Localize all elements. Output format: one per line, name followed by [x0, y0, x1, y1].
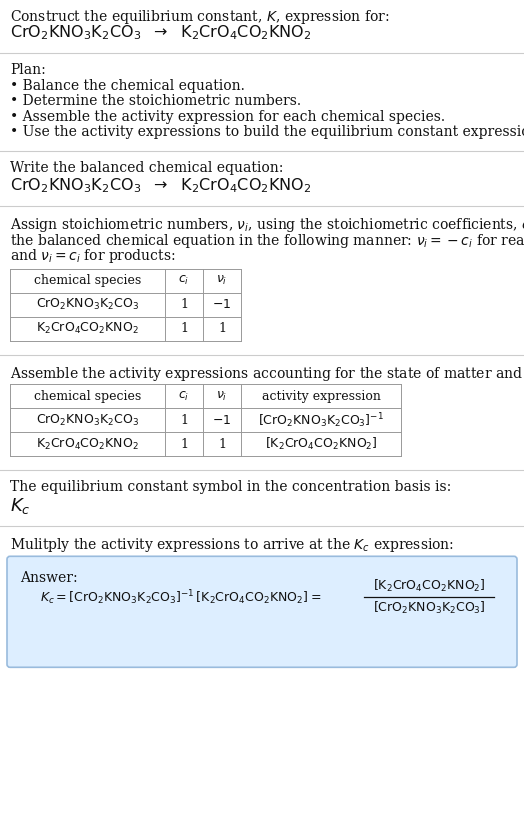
Text: Plan:: Plan: [10, 64, 46, 78]
Text: $[\mathrm{CrO_2KNO_3K_2CO_3}]$: $[\mathrm{CrO_2KNO_3K_2CO_3}]$ [373, 601, 485, 616]
Text: • Assemble the activity expression for each chemical species.: • Assemble the activity expression for e… [10, 110, 445, 124]
Text: $K_c$: $K_c$ [10, 496, 30, 516]
Text: 1: 1 [218, 322, 226, 335]
Text: The equilibrium constant symbol in the concentration basis is:: The equilibrium constant symbol in the c… [10, 480, 451, 494]
Text: $[\mathrm{CrO_2KNO_3K_2CO_3}]^{-1}$: $[\mathrm{CrO_2KNO_3K_2CO_3}]^{-1}$ [258, 411, 384, 430]
Text: $K_c = [\mathrm{CrO_2KNO_3K_2CO_3}]^{-1}\,[\mathrm{K_2CrO_4CO_2KNO_2}] = $: $K_c = [\mathrm{CrO_2KNO_3K_2CO_3}]^{-1}… [40, 588, 321, 606]
Text: $\nu_i$: $\nu_i$ [216, 274, 228, 287]
Text: and $\nu_i = c_i$ for products:: and $\nu_i = c_i$ for products: [10, 248, 176, 265]
Text: 1: 1 [180, 322, 188, 335]
Text: • Use the activity expressions to build the equilibrium constant expression.: • Use the activity expressions to build … [10, 125, 524, 139]
Text: Write the balanced chemical equation:: Write the balanced chemical equation: [10, 161, 283, 175]
Text: $-1$: $-1$ [212, 298, 232, 311]
Text: $[\mathrm{K_2CrO_4CO_2KNO_2}]$: $[\mathrm{K_2CrO_4CO_2KNO_2}]$ [373, 578, 485, 594]
Text: $[\mathrm{K_2CrO_4CO_2KNO_2}]$: $[\mathrm{K_2CrO_4CO_2KNO_2}]$ [265, 436, 377, 452]
Text: Assign stoichiometric numbers, $\nu_i$, using the stoichiometric coefficients, $: Assign stoichiometric numbers, $\nu_i$, … [10, 216, 524, 234]
FancyBboxPatch shape [7, 556, 517, 667]
Text: 1: 1 [180, 437, 188, 450]
Text: Answer:: Answer: [20, 571, 78, 585]
Text: 1: 1 [180, 413, 188, 427]
Text: the balanced chemical equation in the following manner: $\nu_i = -c_i$ for react: the balanced chemical equation in the fo… [10, 232, 524, 250]
Text: $c_i$: $c_i$ [178, 389, 190, 403]
Text: Mulitply the activity expressions to arrive at the $K_c$ expression:: Mulitply the activity expressions to arr… [10, 535, 454, 554]
Text: 1: 1 [180, 298, 188, 311]
Text: $-1$: $-1$ [212, 413, 232, 427]
Text: Assemble the activity expressions accounting for the state of matter and $\nu_i$: Assemble the activity expressions accoun… [10, 365, 524, 383]
Text: $\mathrm{CrO_2KNO_3K_2CO_3}$  $\rightarrow$  $\mathrm{K_2CrO_4CO_2KNO_2}$: $\mathrm{CrO_2KNO_3K_2CO_3}$ $\rightarro… [10, 177, 312, 195]
Text: $\mathrm{K_2CrO_4CO_2KNO_2}$: $\mathrm{K_2CrO_4CO_2KNO_2}$ [36, 321, 139, 337]
Text: Construct the equilibrium constant, $K$, expression for:: Construct the equilibrium constant, $K$,… [10, 8, 390, 26]
Text: $c_i$: $c_i$ [178, 274, 190, 287]
Text: $\mathrm{K_2CrO_4CO_2KNO_2}$: $\mathrm{K_2CrO_4CO_2KNO_2}$ [36, 436, 139, 452]
Text: 1: 1 [218, 437, 226, 450]
Text: $\nu_i$: $\nu_i$ [216, 389, 228, 403]
Text: chemical species: chemical species [34, 389, 141, 403]
Text: $\mathrm{CrO_2KNO_3K_2CO_3}$: $\mathrm{CrO_2KNO_3K_2CO_3}$ [36, 412, 139, 427]
Text: $\mathrm{CrO_2KNO_3K_2CO_3}$  $\rightarrow$  $\mathrm{K_2CrO_4CO_2KNO_2}$: $\mathrm{CrO_2KNO_3K_2CO_3}$ $\rightarro… [10, 23, 312, 42]
Text: • Determine the stoichiometric numbers.: • Determine the stoichiometric numbers. [10, 94, 301, 108]
Text: chemical species: chemical species [34, 274, 141, 287]
Text: • Balance the chemical equation.: • Balance the chemical equation. [10, 79, 245, 93]
Text: $\mathrm{CrO_2KNO_3K_2CO_3}$: $\mathrm{CrO_2KNO_3K_2CO_3}$ [36, 297, 139, 312]
Text: activity expression: activity expression [261, 389, 380, 403]
